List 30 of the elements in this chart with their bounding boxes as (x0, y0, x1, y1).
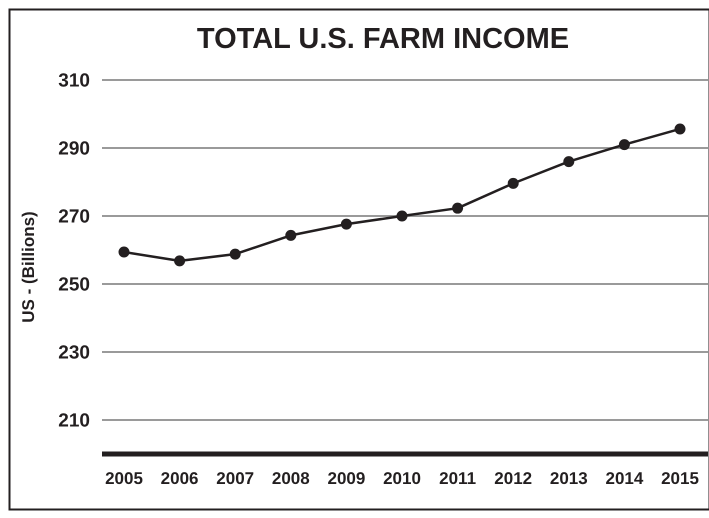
point (452, 202, 464, 214)
y-tick-label: 230 (58, 342, 90, 364)
point (230, 248, 241, 260)
x-tick-label: 2014 (605, 469, 644, 488)
y-tick-label: 270 (58, 206, 90, 228)
y-axis-title: US - (Billions) (19, 211, 38, 323)
point (674, 123, 686, 134)
x-tick-label: 2007 (216, 469, 254, 488)
y-tick-label: 310 (58, 70, 90, 92)
x-tick-label: 2005 (105, 469, 143, 488)
y-tick-label: 250 (58, 274, 90, 296)
point (396, 210, 408, 222)
point (174, 255, 186, 266)
x-tick-label: 2009 (327, 469, 366, 488)
x-tick-label: 2006 (160, 469, 199, 488)
y-tick-label: 290 (58, 138, 90, 160)
point (118, 246, 130, 258)
y-tick-label: 210 (58, 410, 90, 432)
x-tick-label: 2012 (494, 469, 532, 488)
x-tick-label: 2008 (272, 469, 310, 488)
x-tick-label: 2015 (661, 469, 699, 488)
chart-title: TOTAL U.S. FARM INCOME (196, 23, 570, 55)
point (508, 178, 519, 189)
point (618, 139, 630, 150)
x-tick-label: 2011 (439, 469, 476, 488)
point (563, 156, 574, 168)
point (285, 230, 296, 241)
x-tick-label: 2010 (383, 469, 421, 488)
point (340, 218, 352, 230)
x-tick-label: 2013 (550, 469, 588, 488)
